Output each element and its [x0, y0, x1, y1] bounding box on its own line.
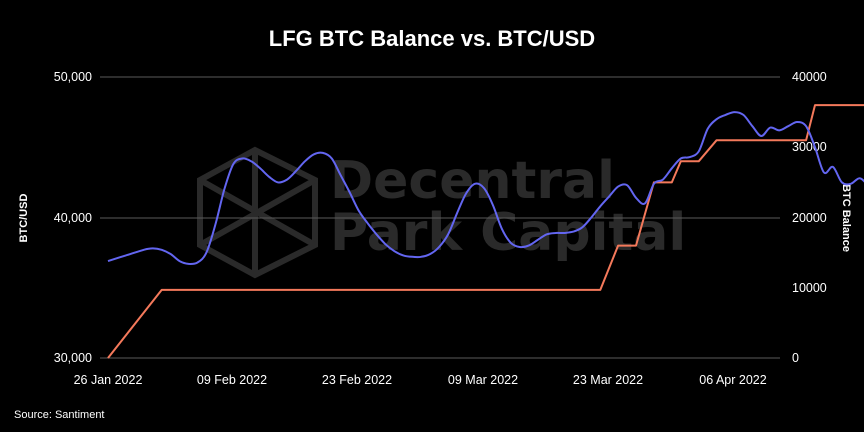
watermark-line-1: Decentral — [330, 151, 615, 211]
gridlines — [100, 76, 780, 359]
y-axis-left: 30,000 40,000 50,000 BTC/USD — [18, 70, 92, 365]
x-axis: 26 Jan 2022 09 Feb 2022 23 Feb 2022 09 M… — [74, 373, 767, 387]
x-tick-label: 26 Jan 2022 — [74, 373, 143, 387]
y-right-tick-10000: 10000 — [792, 281, 827, 295]
source-note: Source: Santiment — [14, 409, 105, 421]
y-right-axis-label: BTC Balance — [840, 184, 852, 252]
y-left-tick-30000: 30,000 — [54, 351, 92, 365]
y-left-tick-50000: 50,000 — [54, 70, 92, 84]
y-right-tick-0: 0 — [792, 351, 799, 365]
x-tick-label: 23 Mar 2022 — [573, 373, 643, 387]
x-tick-label: 06 Apr 2022 — [699, 373, 766, 387]
x-tick-label: 09 Feb 2022 — [197, 373, 267, 387]
watermark-line-2: Park Capital — [330, 203, 686, 263]
y-right-tick-30000: 30000 — [792, 140, 827, 154]
y-right-tick-20000: 20000 — [792, 211, 827, 225]
series-line-btc-usd — [107, 111, 864, 266]
series-line-btc-balance — [107, 104, 864, 359]
x-tick-label: 23 Feb 2022 — [322, 373, 392, 387]
y-left-axis-label: BTC/USD — [18, 194, 30, 243]
y-left-tick-40000: 40,000 — [54, 211, 92, 225]
chart-title: LFG BTC Balance vs. BTC/USD — [269, 26, 595, 51]
y-right-tick-40000: 40000 — [792, 70, 827, 84]
watermark: Decentral Park Capital — [197, 146, 686, 279]
watermark-logo-icon — [197, 146, 318, 279]
x-tick-label: 09 Mar 2022 — [448, 373, 518, 387]
y-axis-right: 0 10000 20000 30000 40000 BTC Balance — [792, 70, 852, 365]
